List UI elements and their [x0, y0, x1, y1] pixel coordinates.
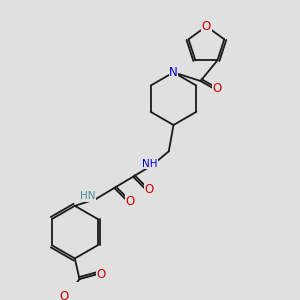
Text: O: O [202, 20, 211, 33]
Text: O: O [97, 268, 106, 281]
Text: N: N [169, 66, 178, 79]
Text: O: O [126, 195, 135, 208]
Text: O: O [144, 183, 154, 196]
Text: O: O [59, 290, 68, 300]
Text: HN: HN [80, 191, 96, 201]
Text: NH: NH [142, 158, 158, 169]
Text: O: O [213, 82, 222, 95]
